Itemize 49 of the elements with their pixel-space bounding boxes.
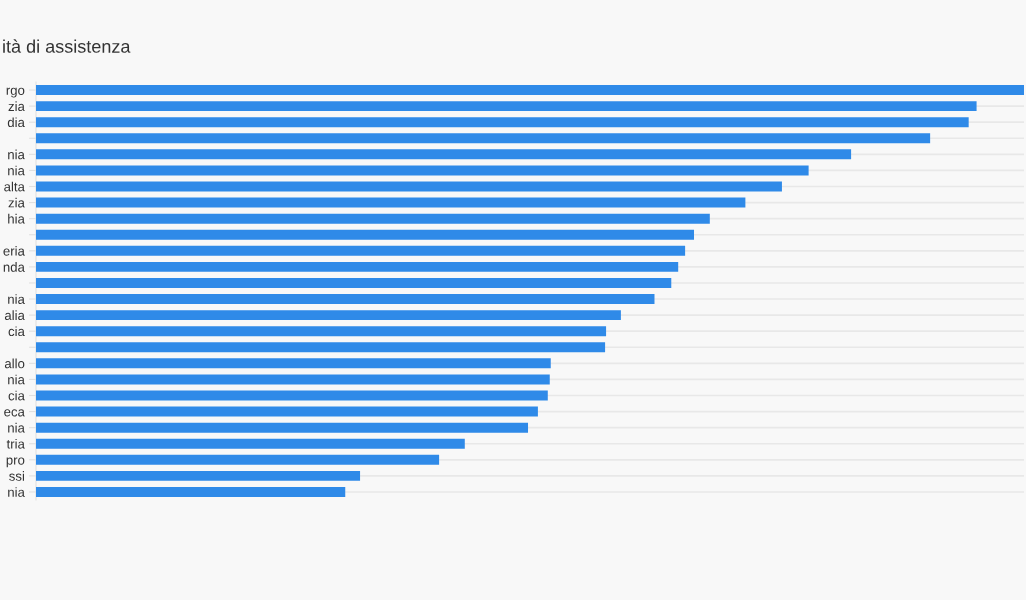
y-tick-label: dia [7,117,25,128]
y-tick-label: cia [8,326,25,337]
y-tick-label: alta [4,181,25,192]
bar [36,261,679,272]
y-tick-label: nia [8,165,25,176]
y-tick-label: hia [8,213,25,224]
y-tick-label: nia [8,294,25,304]
bar [36,101,977,112]
bar [36,358,551,369]
y-tick-label: cia [8,390,25,401]
bar [36,197,746,208]
bar [36,117,969,128]
y-tick-label: rgo [6,87,25,98]
bar [36,294,655,305]
y-tick-label: nia [8,487,25,497]
bar [36,149,852,160]
bar [36,310,621,321]
bar [36,245,686,256]
bar [36,213,710,224]
bar [36,422,529,433]
bar [36,486,346,497]
y-tick-label: ssi [9,471,24,481]
bar [36,406,538,417]
bar [36,438,465,449]
bar [36,181,782,192]
y-tick-label: nia [8,374,25,385]
bar [36,390,548,401]
y-tick-label: pro [6,457,25,468]
y-tick-label: eria [3,246,25,256]
bar [36,133,931,144]
y-tick-label: tria [6,438,25,449]
y-tick-label: nia [8,422,25,433]
bar [36,374,550,385]
y-tick-label: nia [8,149,25,160]
chart-title: ità di assistenza [3,39,131,53]
bar [36,229,695,240]
y-tick-label: zia [8,197,25,208]
y-tick-label: alia [4,310,25,321]
bar [36,326,607,337]
bar [36,454,440,465]
y-tick-label: zia [8,101,25,112]
y-tick-label: eca [4,409,25,417]
bar [36,342,606,353]
bar [36,165,809,176]
y-tick-label: allo [4,358,25,369]
y-tick-label: nda [3,262,25,272]
bar [36,85,1024,96]
bar [36,470,361,481]
bar [36,277,672,288]
